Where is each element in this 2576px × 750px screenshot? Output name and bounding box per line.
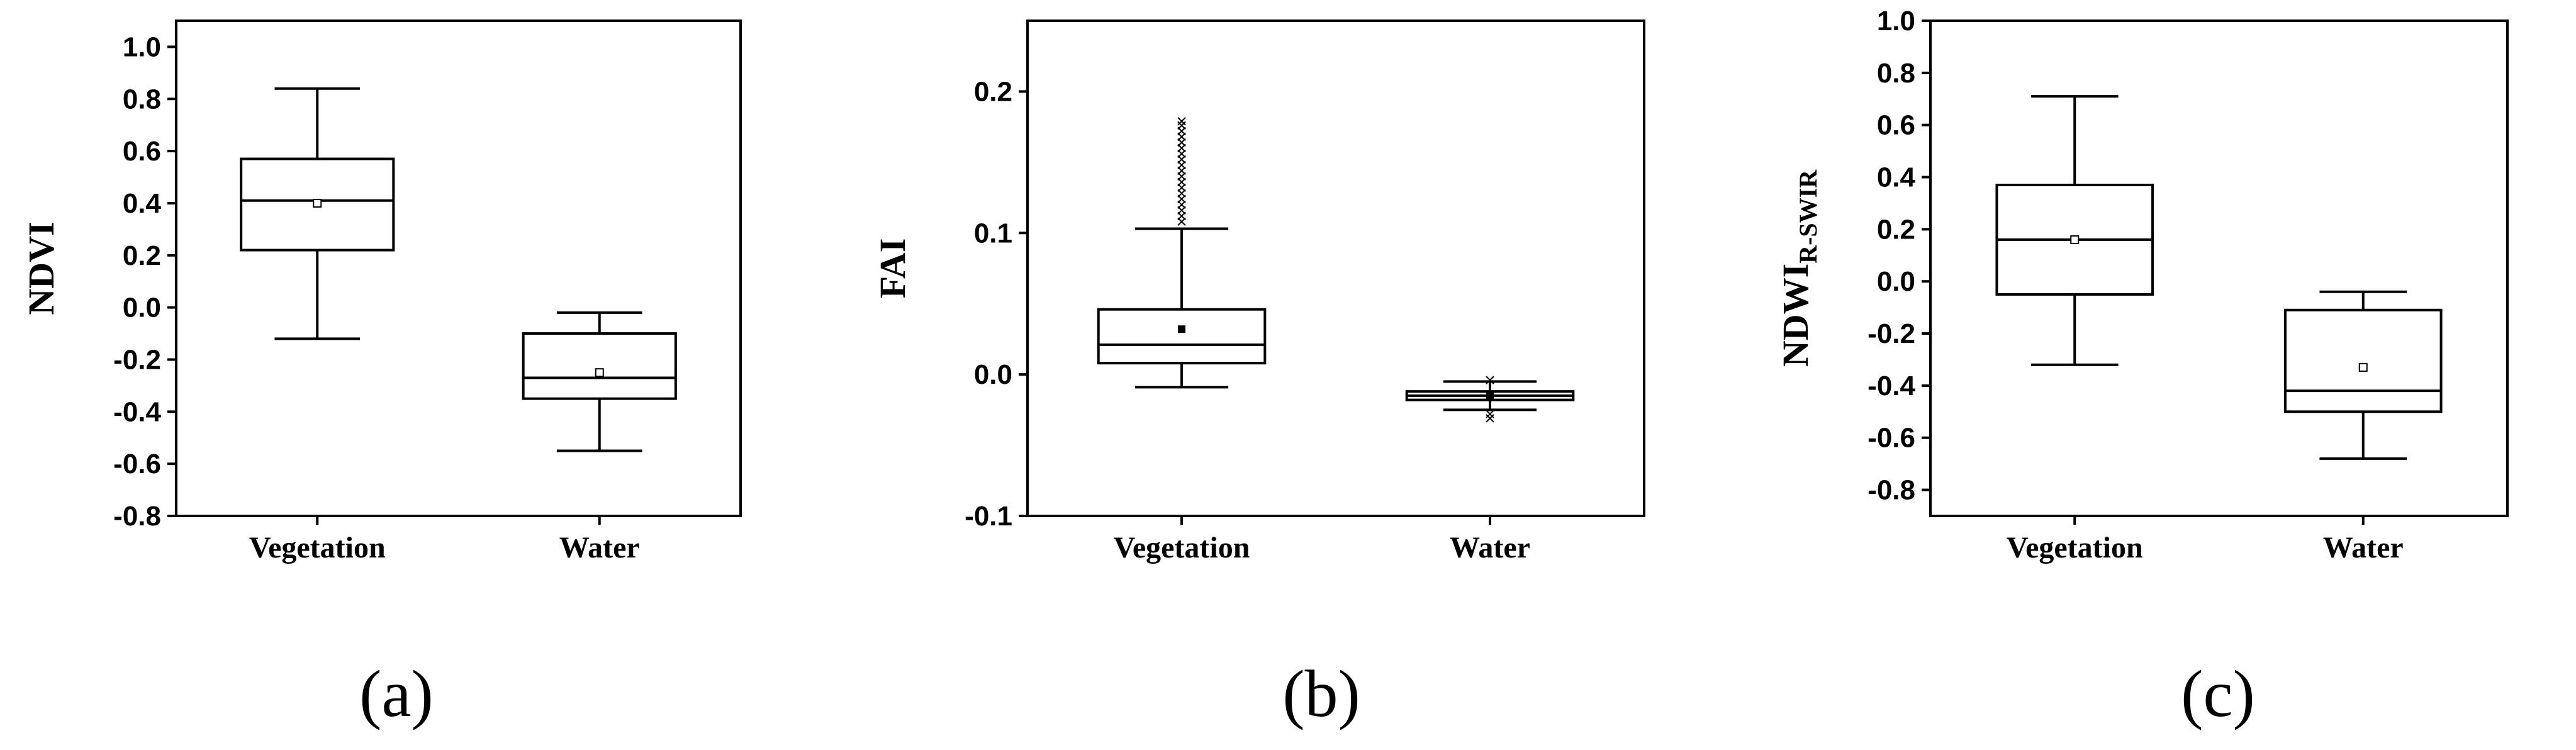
outlier-point xyxy=(1177,116,1186,126)
chart-panel-3: -0.8 -0.6 -0.4 -0.2 0.0 0.2 0.4 0.6 0.8 1.0 NDWIR-… xyxy=(1775,6,2509,730)
panel-label: (a) xyxy=(359,657,434,730)
mean-marker xyxy=(2070,235,2080,244)
y-tick-label: 0.2 xyxy=(123,240,161,271)
y-tick-label: -0.8 xyxy=(1868,475,1915,506)
y-tick-label: 1.0 xyxy=(123,31,161,62)
x-tick-label: Vegetation xyxy=(249,531,386,564)
y-tick-label: -0.4 xyxy=(113,396,161,427)
y-tick-label: -0.2 xyxy=(1868,318,1915,349)
plot-frame xyxy=(175,20,742,517)
plot-frame xyxy=(1026,20,1645,517)
box-water xyxy=(522,311,677,452)
box-water xyxy=(1405,376,1575,423)
x-tick-label: Vegetation xyxy=(2007,531,2143,564)
box-water xyxy=(2283,290,2443,460)
outlier-point xyxy=(1486,410,1494,418)
y-tick-label: -0.8 xyxy=(113,501,161,532)
y-tick-label: 0.8 xyxy=(123,84,161,115)
y-tick-label: 0.0 xyxy=(974,359,1012,390)
y-tick-label: 1.0 xyxy=(1877,6,1915,36)
x-tick-label: Water xyxy=(1450,531,1530,564)
outlier-point xyxy=(1177,121,1186,130)
mean-marker xyxy=(595,368,604,378)
chart-panel-1: -0.8 -0.6 -0.4 -0.2 0.0 0.2 0.4 0.6 0.8 1.0 NDVI Ve… xyxy=(21,20,742,730)
plot-frame xyxy=(1929,20,2509,517)
y-tick-label: 0.2 xyxy=(974,76,1012,107)
y-tick-label: 0.1 xyxy=(974,218,1012,249)
y-axis-label-subscript: R-SWIR xyxy=(1794,169,1822,264)
y-axis-label: NDVI xyxy=(21,221,62,315)
box-vegetation xyxy=(1097,116,1267,389)
mean-marker xyxy=(1178,325,1185,333)
mean-marker xyxy=(2358,362,2368,372)
y-tick-label: -0.6 xyxy=(113,449,161,479)
y-tick-label: 0.2 xyxy=(1877,214,1915,245)
box-vegetation xyxy=(1995,95,2154,366)
mean-marker xyxy=(1486,391,1494,400)
chart-panel-2: -0.1 0.0 0.1 0.2 FAI Vegetation Water (b) xyxy=(872,20,1645,730)
box-iqr xyxy=(1097,308,1267,365)
outlier-point xyxy=(1486,414,1494,423)
outlier-stroke xyxy=(1486,414,1494,423)
y-tick-label: -0.1 xyxy=(965,501,1012,532)
outlier-stroke xyxy=(1177,116,1186,126)
box-vegetation xyxy=(240,87,395,340)
y-tick-label: 0.0 xyxy=(1877,266,1915,297)
x-tick-label: Water xyxy=(2323,531,2404,564)
y-tick-label: 0.6 xyxy=(123,136,161,167)
panel-label: (c) xyxy=(2181,657,2255,730)
y-axis-label: FAI xyxy=(872,238,913,299)
y-tick-label: 0.0 xyxy=(123,293,161,323)
y-axis-label: NDWIR-SWIR xyxy=(1775,169,1822,367)
x-tick-label: Vegetation xyxy=(1114,531,1250,564)
mean-marker xyxy=(313,198,322,208)
x-tick-label: Water xyxy=(559,531,640,564)
y-tick-label: -0.2 xyxy=(113,344,161,375)
outlier-stroke xyxy=(1486,376,1494,384)
y-tick-label: -0.6 xyxy=(1868,423,1915,454)
y-tick-label: 0.8 xyxy=(1877,58,1915,89)
outlier-point xyxy=(1486,376,1494,384)
box-iqr xyxy=(522,332,677,400)
panel-label: (b) xyxy=(1282,657,1360,730)
y-tick-label: -0.4 xyxy=(1868,371,1915,401)
y-tick-label: 0.4 xyxy=(123,188,162,219)
box-iqr xyxy=(2283,308,2443,413)
y-tick-label: 0.4 xyxy=(1877,162,1916,193)
y-tick-label: 0.6 xyxy=(1877,110,1915,141)
